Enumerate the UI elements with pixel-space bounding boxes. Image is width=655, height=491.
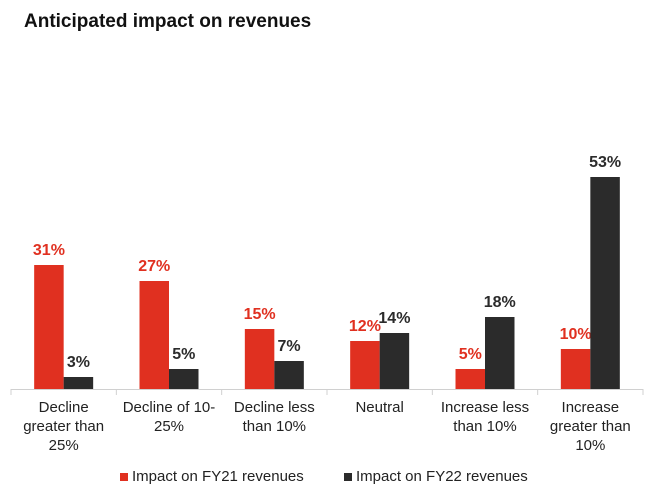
legend-label-fy21: Impact on FY21 revenues <box>132 468 304 485</box>
bar-fy21 <box>139 281 169 389</box>
bar-fy21 <box>350 341 380 389</box>
data-label-fy21: 27% <box>138 258 170 275</box>
data-label-fy21: 5% <box>459 346 482 363</box>
bar-fy21 <box>455 369 485 389</box>
legend-item-fy22: Impact on FY22 revenues <box>344 468 528 485</box>
bar-fy21 <box>34 265 64 389</box>
data-label-fy22: 7% <box>278 338 301 355</box>
x-tick-label: Increase greater than 10% <box>549 399 631 454</box>
bar-fy22 <box>274 361 304 389</box>
x-tick-label: Decline greater than 25% <box>23 399 105 454</box>
legend-label-fy22: Impact on FY22 revenues <box>356 468 528 485</box>
data-label-fy22: 3% <box>67 354 90 371</box>
x-tick-label: Neutral <box>355 399 404 416</box>
bar-fy22 <box>379 333 410 389</box>
legend-swatch-fy22 <box>344 472 352 481</box>
legend-swatch-fy21 <box>120 472 128 481</box>
bar-fy21 <box>560 349 591 389</box>
bar-fy22 <box>485 317 515 389</box>
x-tick-label: Decline of 10- 25% <box>122 399 216 435</box>
data-label-fy22: 53% <box>589 154 621 171</box>
data-label-fy21: 15% <box>244 306 276 323</box>
x-tick-label: Decline less than 10% <box>233 399 315 435</box>
data-label-fy22: 5% <box>172 346 195 363</box>
data-label-fy21: 31% <box>33 242 65 259</box>
data-label-fy21: 10% <box>560 326 592 343</box>
data-label-fy22: 18% <box>484 294 516 311</box>
data-label-fy21: 12% <box>349 318 381 335</box>
bar-fy22 <box>63 377 94 389</box>
bar-fy22 <box>169 369 199 389</box>
x-tick-label: Increase less than 10% <box>440 399 530 435</box>
bar-fy21 <box>244 329 275 389</box>
chart-title: Anticipated impact on revenues <box>24 11 312 32</box>
bar-fy22 <box>590 177 620 389</box>
legend-item-fy21: Impact on FY21 revenues <box>120 468 304 485</box>
data-label-fy22: 14% <box>378 310 410 327</box>
